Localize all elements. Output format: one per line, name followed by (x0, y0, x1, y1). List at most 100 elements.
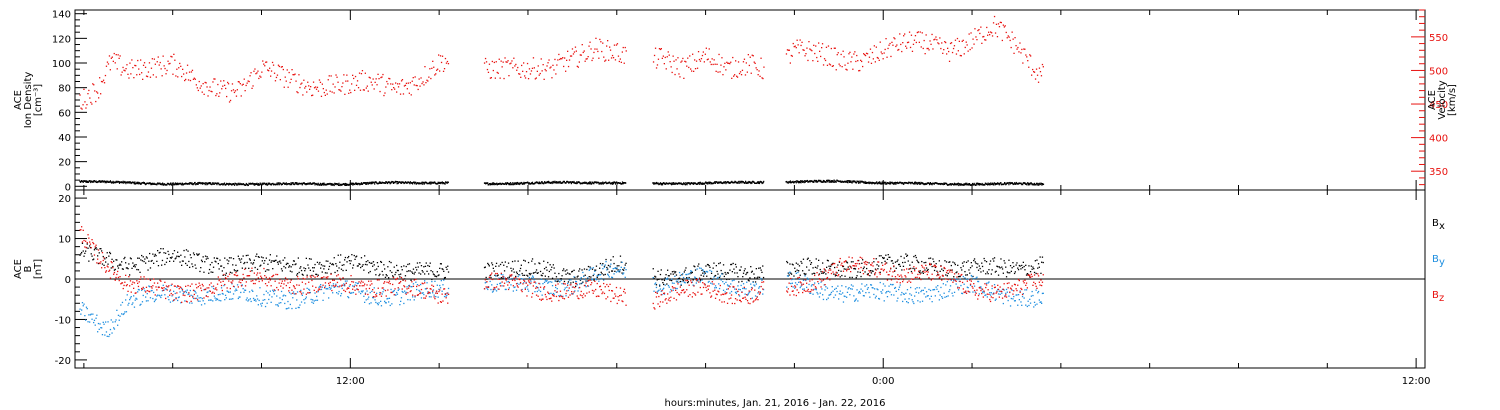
data-point (660, 48, 662, 50)
data-point (286, 307, 288, 310)
data-point (879, 183, 881, 185)
data-point (887, 254, 889, 256)
data-point (948, 290, 950, 293)
data-point (984, 294, 986, 297)
data-point (894, 181, 896, 184)
data-point (253, 299, 255, 301)
data-point (553, 69, 555, 71)
data-point (397, 83, 399, 85)
data-point (607, 40, 609, 42)
data-point (618, 60, 620, 63)
data-point (949, 289, 951, 291)
data-point (370, 302, 372, 304)
data-point (903, 293, 905, 295)
data-point (529, 274, 531, 276)
data-point (702, 269, 704, 271)
data-point (546, 181, 548, 183)
data-point (1010, 270, 1012, 272)
data-point (561, 182, 563, 184)
data-point (141, 289, 143, 291)
data-point (385, 86, 387, 88)
data-point (276, 74, 279, 76)
data-point (811, 50, 813, 52)
data-point (903, 35, 905, 37)
data-point (329, 262, 331, 264)
data-point (1041, 63, 1044, 66)
data-point (993, 15, 996, 18)
data-point (258, 256, 260, 258)
data-point (421, 82, 423, 85)
data-point (559, 278, 562, 280)
data-point (509, 278, 511, 280)
data-point (79, 308, 81, 310)
data-point (297, 306, 299, 309)
data-point (100, 80, 103, 83)
data-point (660, 290, 662, 292)
data-point (547, 281, 550, 283)
data-point (840, 53, 842, 56)
data-point (614, 59, 617, 61)
data-point (969, 48, 971, 51)
data-point (960, 184, 962, 186)
data-point (1001, 268, 1004, 270)
data-point (850, 61, 852, 63)
data-point (520, 264, 522, 266)
data-point (846, 181, 848, 183)
data-point (381, 293, 383, 295)
data-point (858, 182, 860, 184)
data-point (966, 286, 968, 288)
data-point (122, 66, 124, 69)
data-point (165, 73, 167, 75)
data-point (530, 183, 532, 185)
data-point (720, 279, 722, 281)
data-point (619, 269, 622, 271)
data-point (912, 301, 914, 303)
data-point (558, 182, 560, 184)
data-point (301, 183, 303, 186)
data-point (677, 57, 679, 59)
data-point (272, 64, 275, 66)
data-point (968, 269, 970, 271)
data-point (117, 314, 120, 316)
data-point (722, 289, 725, 291)
data-point (817, 265, 819, 267)
data-point (575, 281, 578, 283)
data-point (392, 290, 395, 292)
data-point (80, 229, 82, 231)
data-point (88, 181, 90, 183)
data-point (827, 179, 829, 182)
data-point (621, 261, 623, 263)
data-point (1017, 304, 1019, 306)
data-point (704, 182, 706, 184)
data-point (527, 290, 530, 292)
data-point (143, 182, 146, 184)
data-point (175, 297, 177, 299)
data-point (928, 288, 930, 291)
data-point (402, 291, 404, 293)
data-point (1010, 46, 1012, 49)
data-point (270, 184, 272, 186)
data-point (338, 182, 340, 185)
data-point (93, 321, 95, 324)
data-point (668, 286, 670, 288)
data-point (977, 182, 979, 185)
data-point (254, 68, 256, 70)
data-point (257, 304, 259, 306)
data-point (203, 289, 205, 291)
data-point (684, 282, 686, 284)
data-point (744, 293, 746, 295)
data-point (884, 181, 886, 184)
data-point (435, 73, 437, 75)
data-point (514, 183, 516, 186)
data-point (306, 91, 308, 93)
data-point (529, 283, 531, 285)
data-point (670, 183, 672, 185)
data-point (668, 54, 670, 56)
data-point (321, 83, 323, 85)
data-point (80, 313, 82, 315)
data-point (708, 265, 710, 267)
data-point (372, 261, 375, 263)
data-point (851, 288, 853, 290)
data-point (106, 252, 108, 254)
data-point (1040, 182, 1042, 185)
